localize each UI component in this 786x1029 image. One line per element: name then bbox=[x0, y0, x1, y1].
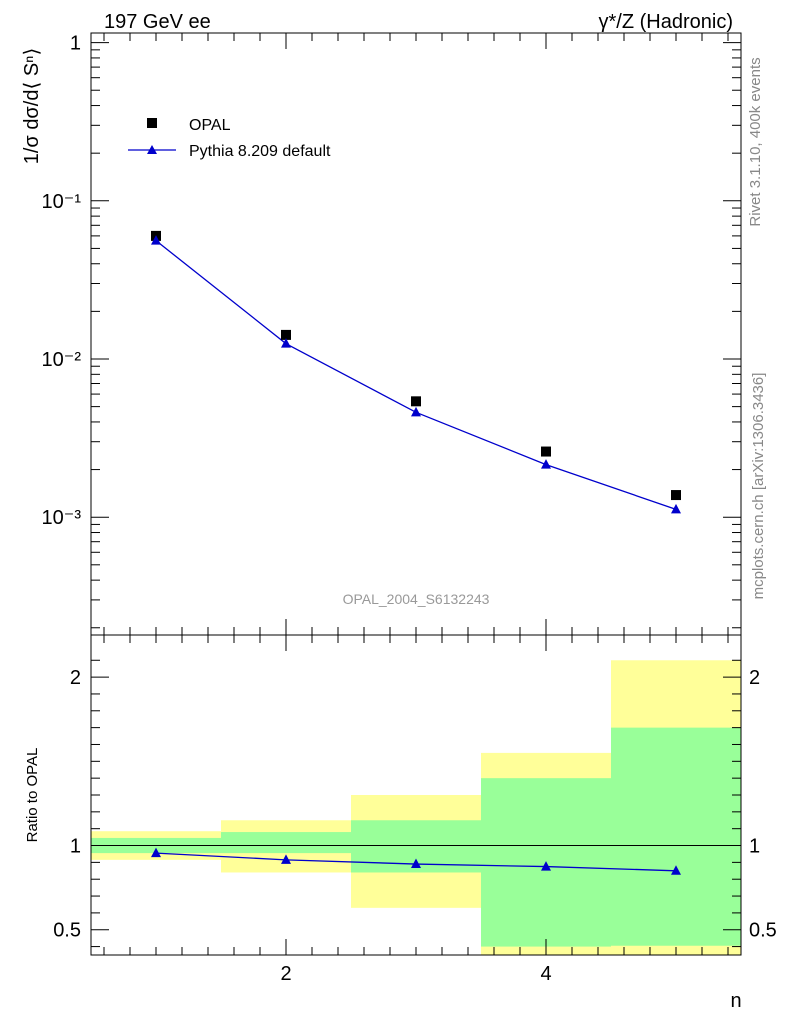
main-ticks: 1 10⁻¹ 10⁻² 10⁻³ bbox=[42, 33, 741, 635]
ratio-ylabel: Ratio to OPAL bbox=[24, 748, 41, 843]
mc-point bbox=[411, 406, 421, 417]
data-point bbox=[671, 490, 681, 501]
ratio-ticks: 0.5 0.5 1 1 2 2 2 4 bbox=[53, 635, 777, 985]
mc-point bbox=[671, 503, 681, 514]
mcplots-label: mcplots.cern.ch [arXiv:1306.3436] bbox=[750, 373, 767, 600]
legend-mc-marker bbox=[147, 145, 157, 154]
mc-point bbox=[541, 459, 551, 469]
ratio-point bbox=[151, 847, 161, 858]
data-point bbox=[541, 446, 551, 457]
analysis-watermark: OPAL_2004_S6132243 bbox=[343, 591, 490, 607]
ratio-y-tick-label: 1 bbox=[70, 836, 81, 858]
ratio-point bbox=[541, 861, 551, 871]
title-left: 197 GeV ee bbox=[104, 11, 211, 33]
mc-line bbox=[155, 240, 677, 511]
x-tick-label: 2 bbox=[280, 963, 291, 985]
legend: OPAL Pythia 8.209 default bbox=[128, 117, 331, 160]
ratio-point bbox=[281, 854, 291, 864]
ratio-y-tick-label-right: 0.5 bbox=[749, 920, 777, 942]
data-point bbox=[281, 329, 291, 340]
main-ylabel: 1/σ dσ/d⟨ Sⁿ⟩ bbox=[21, 48, 43, 165]
legend-data-label: OPAL bbox=[189, 117, 231, 134]
y-tick-label: 10⁻² bbox=[42, 349, 82, 371]
uncertainty-band-inner bbox=[221, 832, 351, 854]
ratio-y-tick-label-right: 2 bbox=[749, 667, 760, 689]
y-tick-label: 1 bbox=[70, 33, 81, 55]
y-tick-label: 10⁻¹ bbox=[42, 191, 82, 213]
x-tick-label: 4 bbox=[540, 963, 551, 985]
ratio-y-tick-label-right: 1 bbox=[749, 836, 760, 858]
rivet-label: Rivet 3.1.10, 400k events bbox=[747, 57, 764, 226]
title-right: γ*/Z (Hadronic) bbox=[599, 11, 733, 33]
uncertainty-band-inner bbox=[611, 727, 741, 946]
ratio-point bbox=[411, 858, 421, 869]
ratio-point bbox=[671, 865, 681, 875]
ratio-y-tick-label: 2 bbox=[70, 667, 81, 689]
y-tick-label: 10⁻³ bbox=[42, 507, 82, 529]
ratio-series bbox=[151, 847, 681, 875]
xlabel: n bbox=[730, 990, 741, 1012]
main-series bbox=[151, 230, 681, 514]
mc-point bbox=[151, 235, 161, 245]
legend-data-marker bbox=[147, 118, 157, 128]
ratio-bands bbox=[91, 660, 741, 955]
ratio-y-tick-label: 0.5 bbox=[53, 920, 81, 942]
mc-point bbox=[281, 338, 291, 348]
data-point bbox=[411, 396, 421, 407]
legend-mc-label: Pythia 8.209 default bbox=[189, 143, 331, 160]
